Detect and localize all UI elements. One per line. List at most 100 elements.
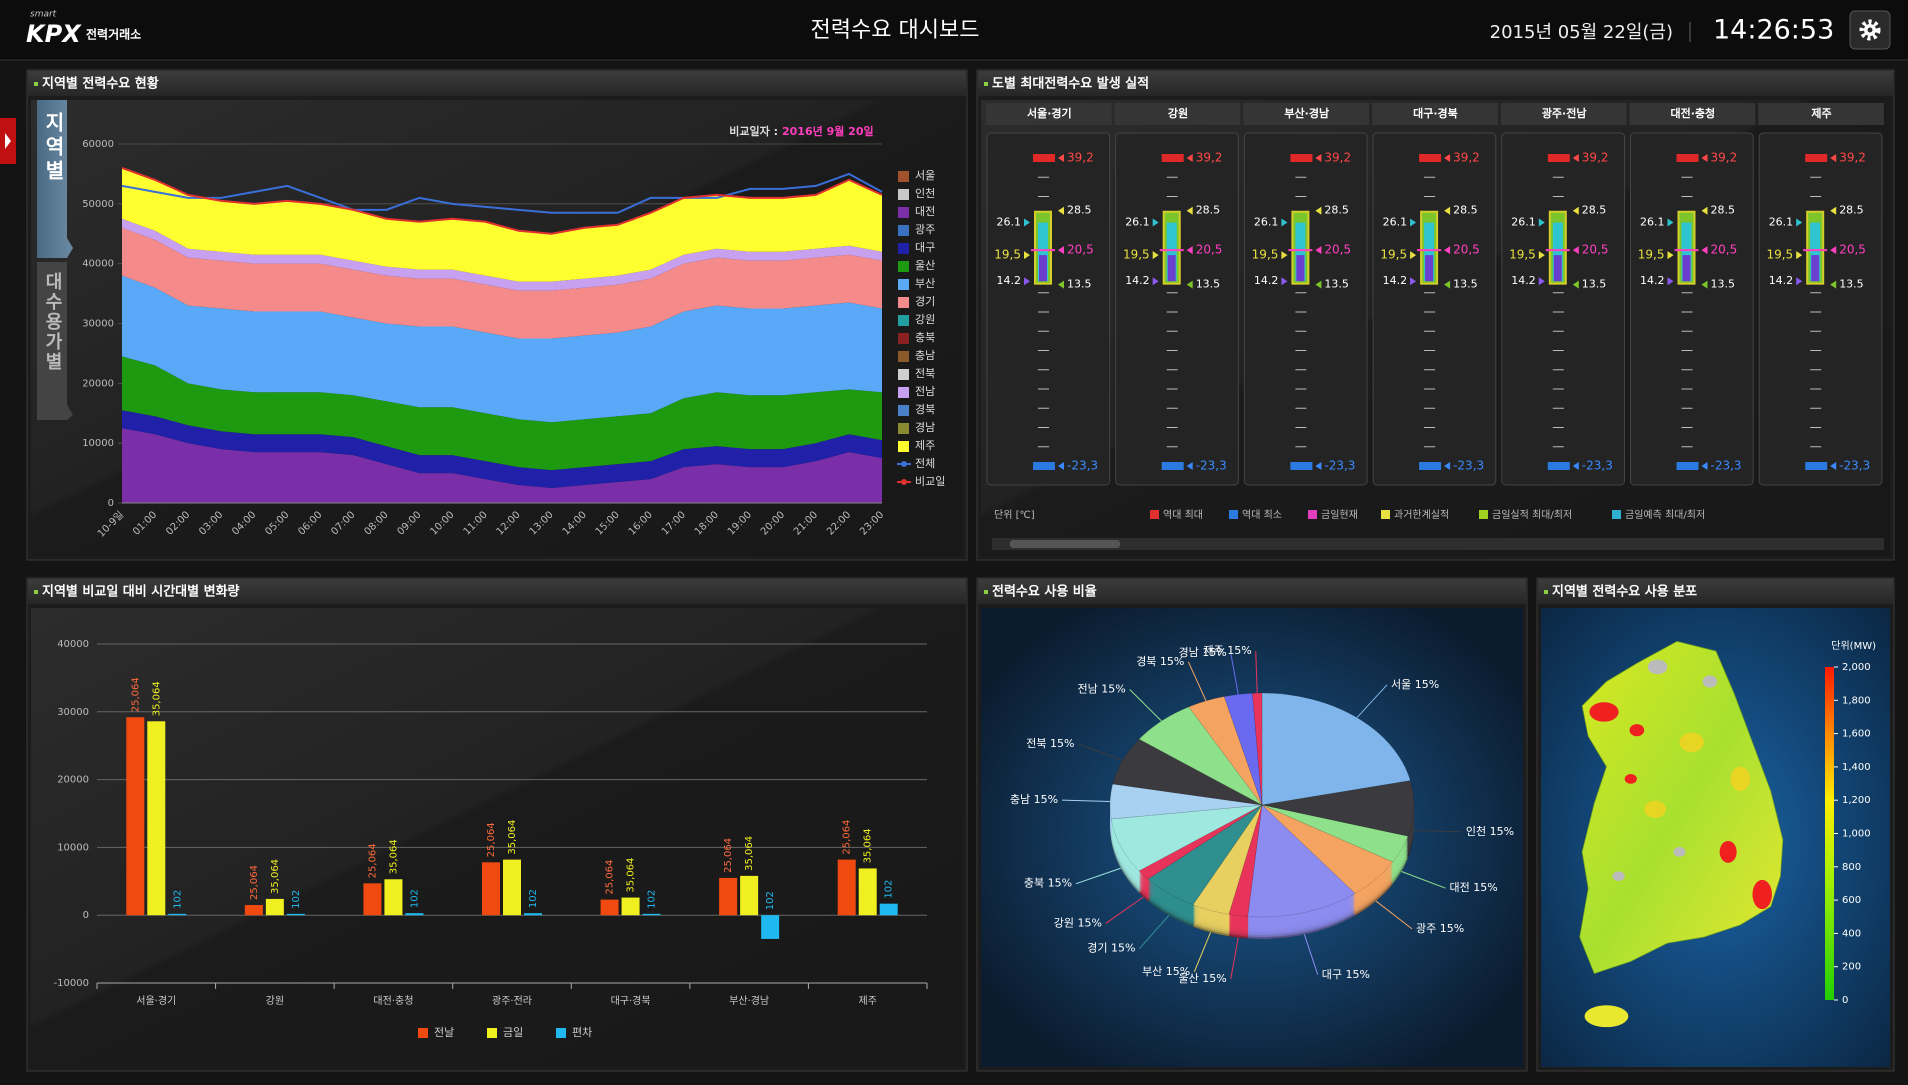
- gauge-value: 14.2: [1511, 274, 1536, 287]
- bar-annotation: 25,064: [249, 865, 260, 900]
- legend-label: 서울: [915, 169, 935, 182]
- tab[interactable]: [37, 100, 73, 258]
- gauge-value: 13.5: [1067, 278, 1092, 291]
- pointer: [1701, 462, 1708, 470]
- bar-annotation: 25,064: [486, 822, 497, 857]
- settings-button[interactable]: [1849, 10, 1891, 50]
- legend-swatch: [898, 279, 909, 290]
- past-limit-bar: [1039, 255, 1047, 282]
- pointer: [1281, 251, 1288, 260]
- legend-swatch: [898, 351, 909, 362]
- gauge-name: 부산·경남: [1284, 106, 1329, 120]
- bar: [126, 717, 145, 916]
- pointer: [1058, 246, 1064, 255]
- gauge-name: 강원: [1168, 106, 1188, 120]
- pointer: [1701, 206, 1708, 215]
- gauge-value: 20,5: [1196, 243, 1223, 257]
- slice-label: 강원 15%: [1054, 916, 1102, 929]
- y-tick-label: 20000: [57, 775, 89, 786]
- slice-label: 대구 15%: [1322, 968, 1370, 981]
- gauge-value: 19,5: [1638, 248, 1665, 262]
- gauge-value: 39,2: [1324, 151, 1351, 165]
- scrollbar-thumb[interactable]: [1010, 540, 1120, 548]
- logo: KPX: [26, 20, 82, 48]
- panel-title-bar: [978, 579, 1526, 604]
- pointer: [1830, 154, 1837, 162]
- gauge-value: 14.2: [1125, 274, 1150, 287]
- gauge-header: [1629, 103, 1756, 125]
- annotation-label: 비교일자 :: [729, 124, 778, 138]
- forecast-range: [1552, 222, 1563, 282]
- slice-label: 충북 15%: [1024, 877, 1072, 890]
- x-tick-label: 부산·경남: [729, 994, 769, 1007]
- legend-swatch: [556, 1028, 566, 1038]
- past-limit-bar: [1425, 255, 1434, 282]
- gauge-value: 26.1: [1769, 216, 1794, 229]
- slice-label: 경북 15%: [1136, 655, 1184, 668]
- legend-swatch: [898, 333, 909, 344]
- x-tick-label: 대전·충청: [373, 995, 413, 1007]
- tab[interactable]: [37, 262, 73, 420]
- past-limit-bar: [1553, 255, 1562, 282]
- legend-swatch: [898, 369, 909, 380]
- korea-map: [1579, 640, 1784, 1028]
- bar: [761, 915, 780, 939]
- tab-label: 지역별: [42, 112, 66, 184]
- gauge-value: -23,3: [1324, 459, 1355, 473]
- gauge-value: 20,5: [1839, 243, 1866, 257]
- gauge-value: 13.5: [1839, 278, 1864, 291]
- gauge-header: [1114, 103, 1241, 125]
- gauge-value: 13.5: [1711, 278, 1736, 291]
- logo-org: 전력거래소: [86, 27, 141, 42]
- pointer: [1701, 154, 1708, 162]
- pointer: [1444, 154, 1451, 162]
- gauge-name: 제주: [1811, 106, 1831, 120]
- side-toggle[interactable]: [0, 118, 16, 164]
- record-min: [1547, 462, 1570, 470]
- x-tick-label: 제주: [859, 995, 877, 1007]
- legend-label: 충남: [915, 349, 935, 362]
- legend-label: 대전: [915, 205, 935, 218]
- panel-title: 도별 최대전력수요 발생 실적: [992, 76, 1149, 92]
- pointer: [1315, 154, 1322, 162]
- colorbar-tick-label: 1,000: [1842, 829, 1871, 840]
- colorbar-tick-label: 1,600: [1842, 729, 1871, 740]
- leader-line: [1230, 652, 1239, 695]
- legend-swatch: [898, 387, 909, 398]
- pointer: [1281, 277, 1288, 286]
- panel-title: 지역별 전력수요 사용 분포: [1552, 584, 1697, 600]
- tab-label: 대수용가별: [42, 272, 63, 372]
- past-limit-bar: [1811, 255, 1820, 282]
- pointer: [1830, 206, 1837, 215]
- pointer: [1315, 246, 1322, 255]
- legend-swatch: [1150, 510, 1159, 519]
- pointer: [1444, 246, 1451, 255]
- bar: [524, 913, 542, 916]
- legend-label: 강원: [915, 313, 935, 326]
- record-min: [1805, 462, 1828, 470]
- pointer: [1186, 206, 1193, 215]
- record-max: [1419, 154, 1442, 162]
- y-tick-label: 40000: [57, 639, 89, 650]
- gauge-value: 13.5: [1196, 278, 1221, 291]
- record-max: [1290, 154, 1313, 162]
- leader-line: [1375, 900, 1413, 930]
- gauge-value: 26.1: [1125, 216, 1150, 229]
- leader-line: [1255, 651, 1258, 694]
- gauge-value: 13.5: [1453, 278, 1478, 291]
- gauge-box: [1372, 132, 1497, 486]
- gauge-value: 39,2: [1582, 151, 1609, 165]
- gauge-value: 26.1: [1511, 216, 1536, 229]
- hot-region: [1719, 840, 1737, 863]
- side-toggle-arrow: [5, 133, 11, 149]
- pointer: [1830, 280, 1837, 289]
- bar-annotation: 102: [884, 880, 895, 899]
- slice-label: 전북 15%: [1026, 737, 1074, 750]
- logo-small: smart: [30, 10, 57, 20]
- pie-slice: [1261, 804, 1394, 894]
- colorbar-tick-label: 2,000: [1842, 662, 1871, 673]
- bar-annotation: 102: [172, 890, 183, 909]
- legend-label: 금일실적 최대/최저: [1492, 509, 1572, 521]
- gauge-value: -23,3: [1453, 459, 1484, 473]
